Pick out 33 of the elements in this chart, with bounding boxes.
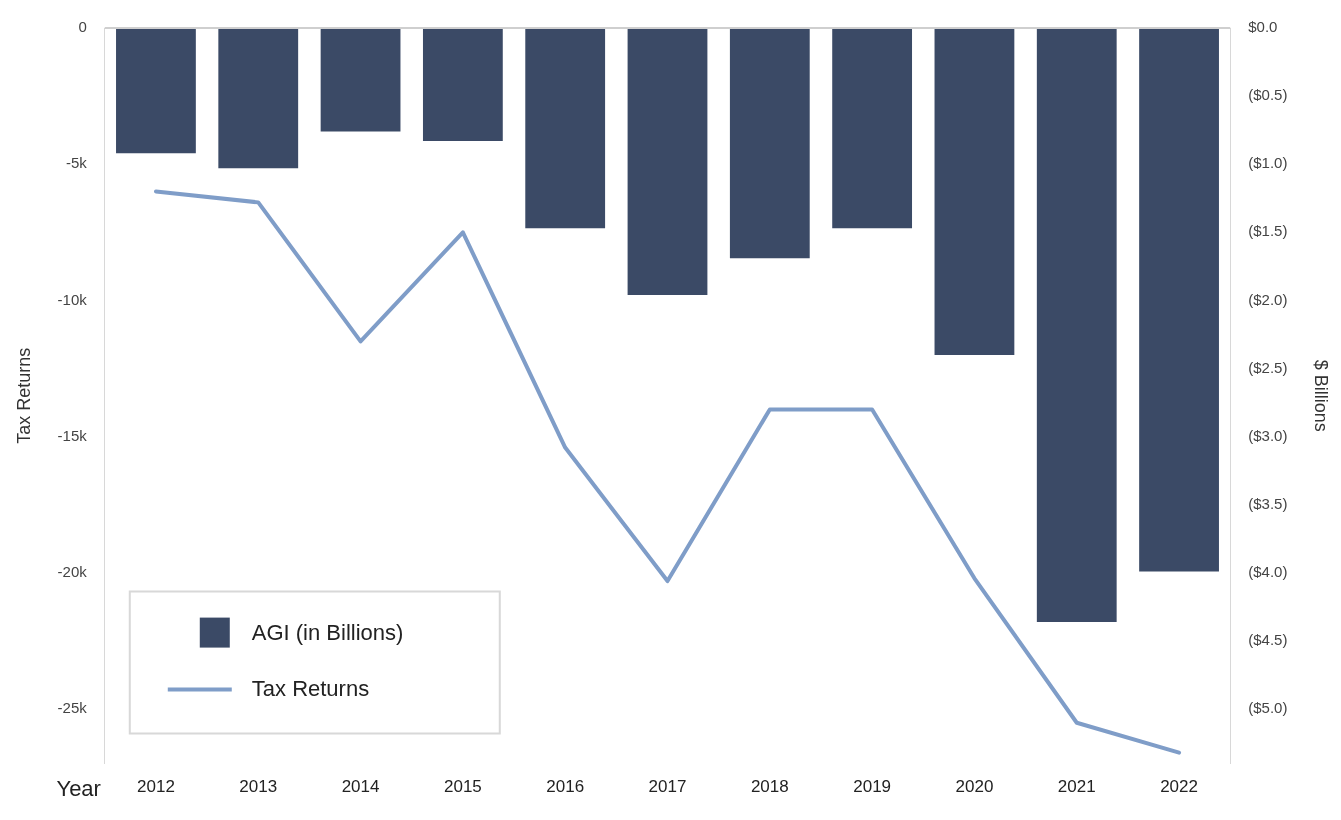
x-tick-label: 2015 [443,777,482,797]
y2-tick-label: ($2.0) [1248,290,1288,308]
y2-tick-label: ($0.5) [1248,86,1288,104]
x-tick-label: 2017 [648,777,687,797]
x-tick-label: 2018 [750,777,789,797]
legend-label: AGI (in Billions) [251,619,404,645]
y-tick-label: -25k [57,699,88,717]
x-tick-label: 2021 [1057,777,1096,797]
x-tick-label: 2013 [239,777,278,797]
y-tick-label: -20k [57,563,88,581]
x-tick-label: 2012 [137,777,175,797]
y2-tick-label: ($2.5) [1248,358,1288,376]
y2-tick-label: ($5.0) [1248,699,1288,717]
y-tick-label: -10k [57,290,88,308]
x-axis-title: Year [56,776,101,802]
x-tick-label: 2022 [1160,777,1198,797]
x-tick-label: 2020 [955,777,994,797]
y2-tick-label: ($4.5) [1248,631,1288,649]
y2-tick-label: ($1.0) [1248,154,1288,172]
y2-tick-label: $0.0 [1248,18,1278,36]
y2-tick-label: ($3.0) [1248,426,1288,444]
y2-axis-title: $ Billions [1311,359,1332,432]
y-axis-title: Tax Returns [13,347,34,444]
y-tick-label: -5k [65,154,88,172]
x-tick-label: 2019 [853,777,892,797]
y2-tick-label: ($3.5) [1248,494,1288,512]
x-tick-label: 2016 [546,777,585,797]
y-tick-label: 0 [78,18,87,36]
y-tick-label: -15k [57,426,88,444]
y2-tick-label: ($4.0) [1248,563,1288,581]
legend-label: Tax Returns [251,675,370,701]
y2-tick-label: ($1.5) [1248,222,1288,240]
x-tick-label: 2014 [341,777,380,797]
